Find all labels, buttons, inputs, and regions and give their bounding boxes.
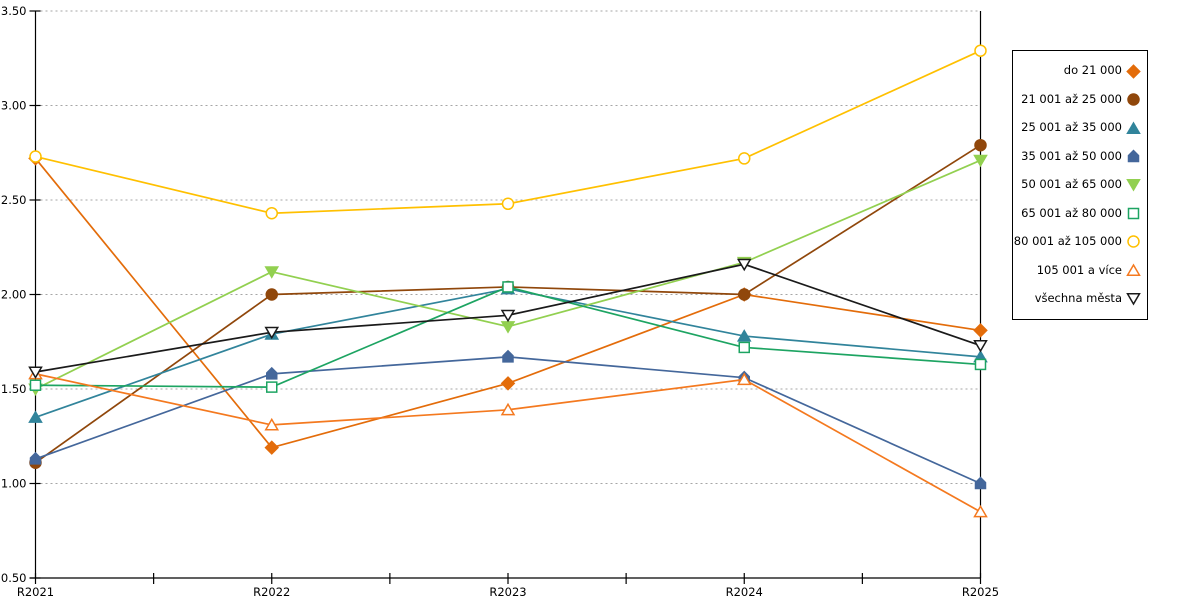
legend-label: 65 001 až 80 000 [1021,205,1122,220]
triangle-down-marker-icon [1126,293,1141,306]
legend-label: do 21 000 [1063,63,1122,78]
triangle-up-marker-icon [1126,263,1141,276]
legend-label: 50 001 až 65 000 [1021,177,1122,192]
legend-item: do 21 000 [1017,63,1141,79]
x-axis-tick-label: R2021 [17,585,54,599]
legend-label: 21 001 až 25 000 [1021,91,1122,106]
y-axis-tick-label: 1.00 [1,477,27,491]
x-axis-tick-label: R2025 [962,585,999,599]
data-point [973,339,988,353]
triangle-up-marker-icon [1126,121,1141,134]
legend-item: všechna města [1017,291,1141,306]
series-line [35,286,981,388]
data-point [500,402,516,416]
data-point [265,206,278,220]
data-point [266,366,278,380]
legend-label: 25 001 až 35 000 [1021,120,1122,135]
legend-item: 105 001 a více [1017,263,1141,278]
x-axis-tick-label: R2024 [726,585,763,599]
x-axis-tick-label: R2022 [253,585,290,599]
legend-label: 80 001 až 105 000 [1013,234,1122,249]
data-point [264,440,280,455]
data-point [738,152,751,165]
data-point [736,329,752,342]
data-point [738,341,750,354]
data-point [29,451,42,465]
legend: do 21 000 21 001 až 25 000 25 001 až 35 00… [1012,50,1148,320]
data-point [736,372,752,386]
data-point [264,417,280,431]
legend-item: 21 001 až 25 000 [1017,92,1141,107]
data-point [28,366,43,379]
data-point [974,138,987,152]
data-point [29,150,42,163]
y-axis-tick-label: 0.50 [1,571,27,585]
legend-item: 50 001 až 65 000 [1017,177,1141,192]
data-point [500,309,516,323]
legend-item: 25 001 až 35 000 [1017,121,1141,136]
legend-item: 65 001 až 80 000 [1017,206,1141,221]
data-point [264,266,280,279]
data-point [738,288,751,301]
data-point [736,258,752,272]
y-axis-tick-label: 2.00 [1,288,27,302]
data-point [502,281,514,293]
data-point [974,476,987,490]
legend-label: 105 001 a více [1036,262,1122,277]
circle-marker-icon [1127,93,1140,106]
legend-label: všechna města [1034,290,1122,305]
y-axis-tick-label: 2.50 [1,193,27,207]
data-point [973,504,988,518]
triangle-down-marker-icon [1126,179,1141,192]
legend-label: 35 001 až 50 000 [1021,148,1122,163]
data-point [502,349,514,363]
y-axis-tick-label: 1.50 [1,382,27,396]
diamond-marker-icon [1126,63,1141,79]
data-point [973,154,988,168]
data-point [501,197,515,211]
y-axis-tick-label: 3.00 [1,99,27,113]
data-point [974,44,987,57]
series-line [35,49,981,215]
data-point [974,358,987,371]
data-point [28,410,43,423]
data-point [29,379,42,391]
x-axis-tick-label: R2023 [489,585,526,599]
data-point [264,326,280,340]
house-marker-icon [1127,149,1140,163]
legend-item: 80 001 až 105 000 [1013,234,1141,249]
data-point [973,323,988,338]
data-point [500,376,516,391]
legend-item: 35 001 až 50 000 [1017,149,1141,164]
y-axis-tick-label: 3.50 [1,4,27,18]
series-line [35,373,981,513]
data-point [266,381,278,393]
data-point [265,288,278,301]
circle-marker-icon [1127,235,1140,249]
series-line [35,356,981,485]
data-point [500,321,516,334]
square-marker-icon [1127,207,1140,220]
